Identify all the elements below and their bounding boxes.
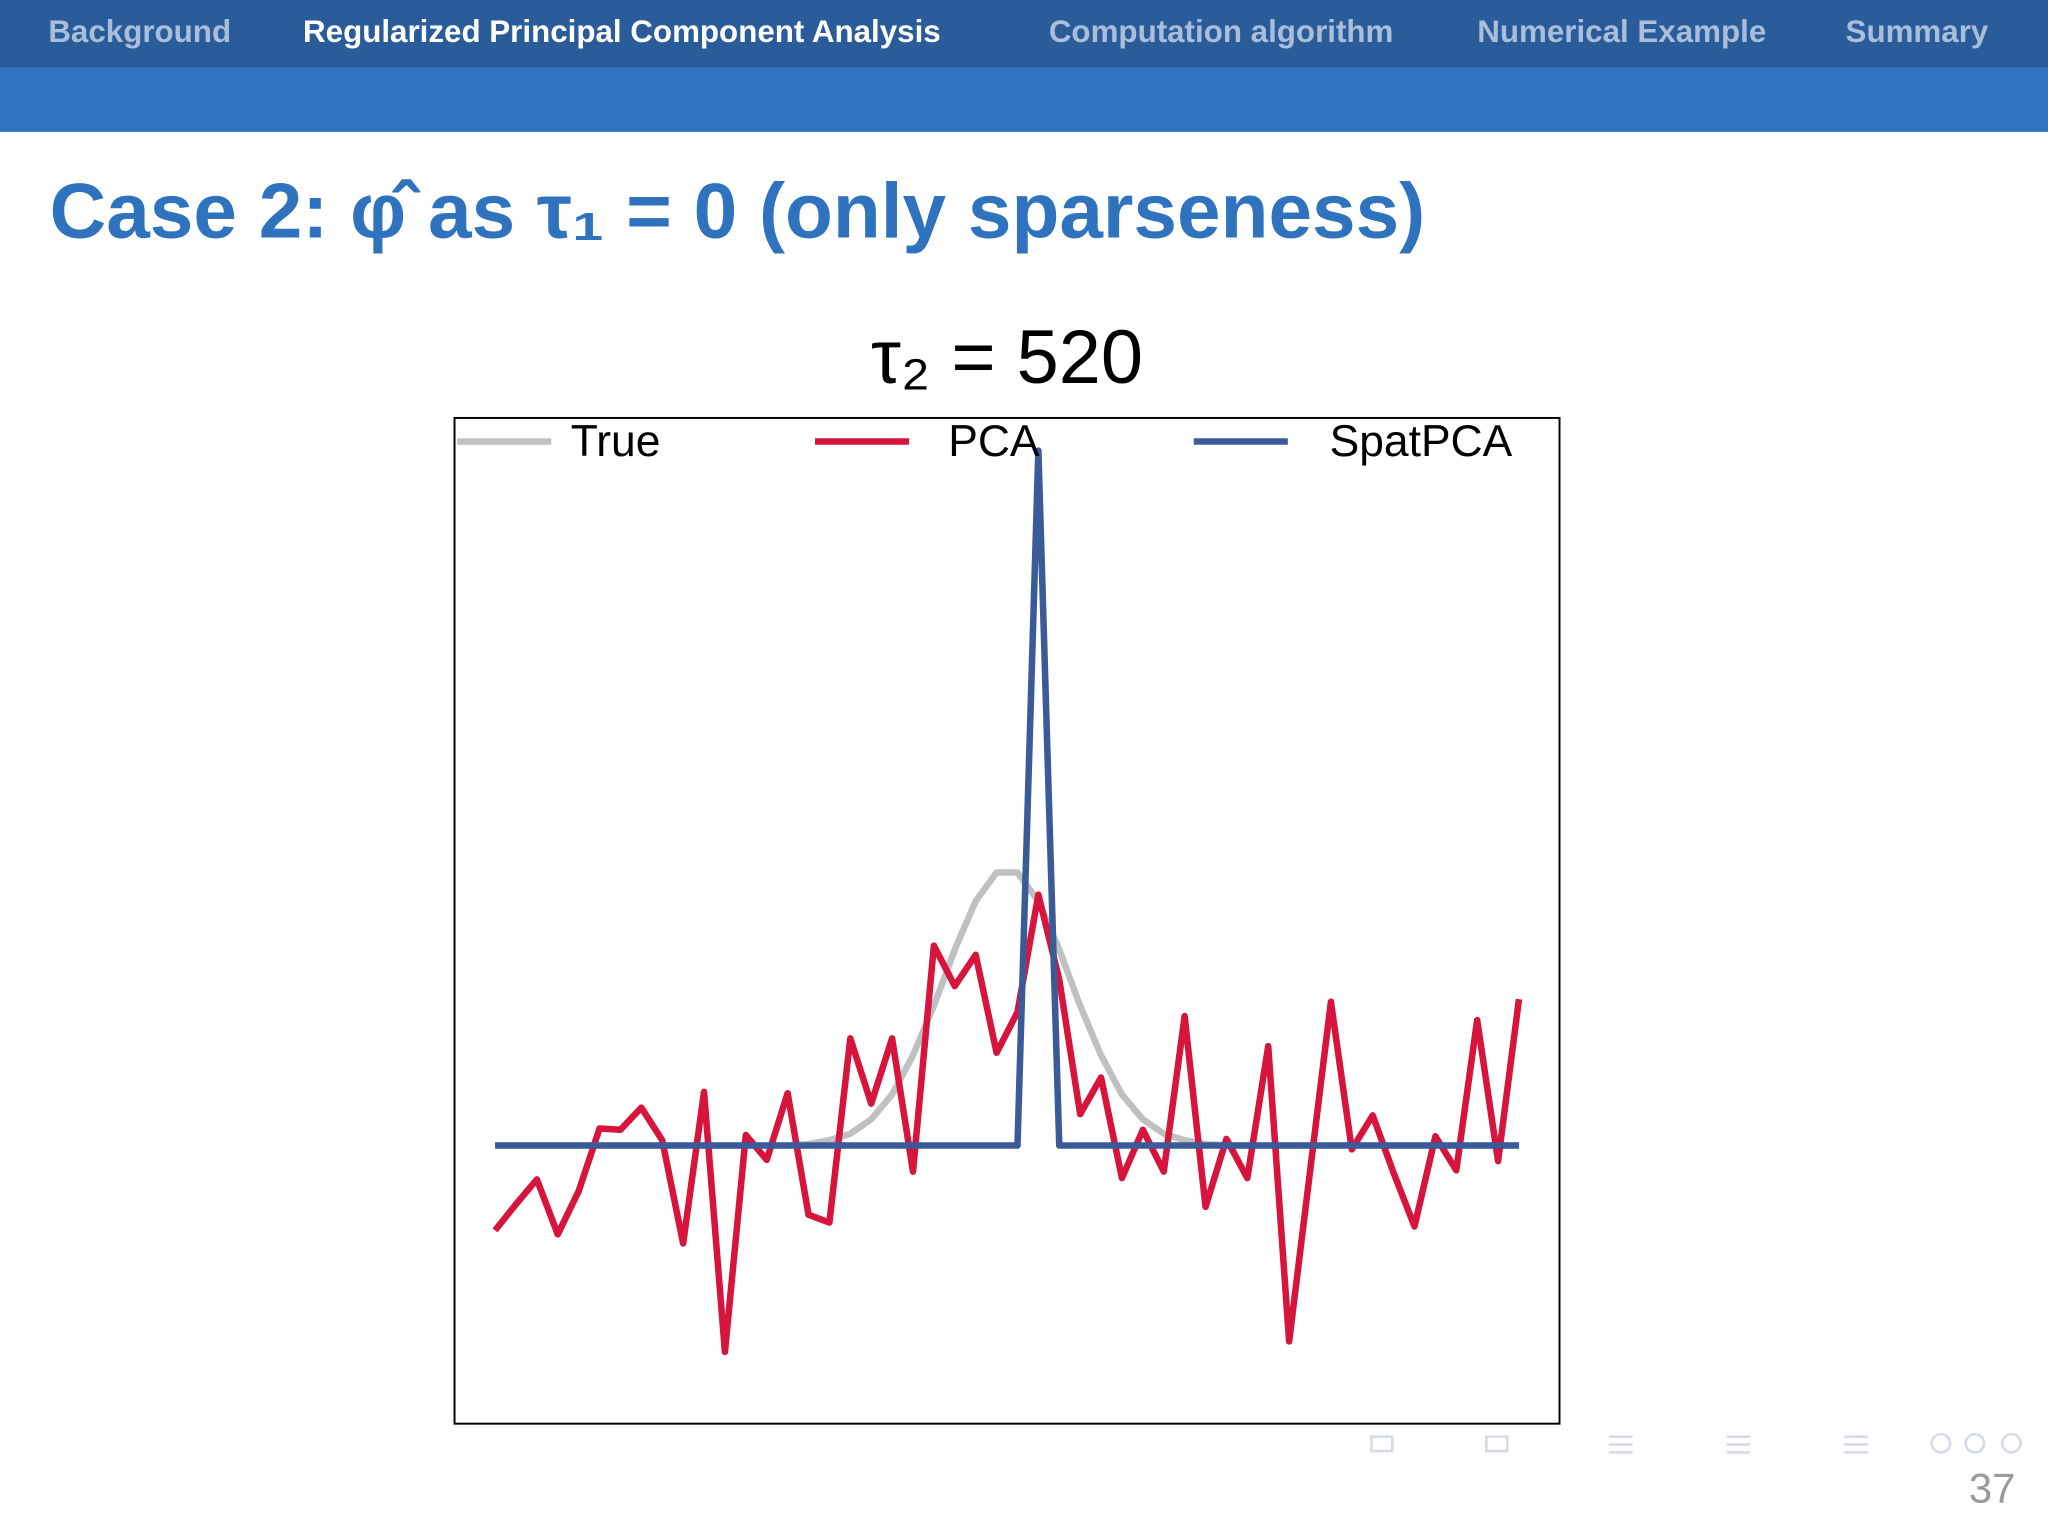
slide-heading: Case 2: φ̂ as τ₁ = 0 (only sparseness) — [50, 167, 1426, 255]
series-line — [492, 891, 1523, 1356]
nav-item[interactable]: Background — [48, 14, 231, 49]
page-number: 37 — [1969, 1465, 2015, 1512]
nav-item[interactable]: Computation algorithm — [1049, 14, 1394, 49]
legend-label: SpatPCA — [1330, 417, 1513, 466]
nav-item[interactable]: Summary — [1846, 14, 1989, 49]
legend-label: PCA — [948, 417, 1040, 466]
nav-bar — [0, 0, 2048, 68]
nav-item[interactable]: Numerical Example — [1477, 14, 1766, 49]
chart-title: τ₂ = 520 — [871, 315, 1143, 400]
plot-frame — [453, 416, 1561, 1425]
beamer-nav-icons — [1370, 1432, 2022, 1454]
series-line — [495, 869, 1519, 1149]
series-line — [495, 447, 1519, 1149]
header-stripe — [0, 67, 2048, 132]
nav-item[interactable]: Regularized Principal Component Analysis — [303, 14, 941, 49]
legend-label: True — [571, 417, 661, 466]
